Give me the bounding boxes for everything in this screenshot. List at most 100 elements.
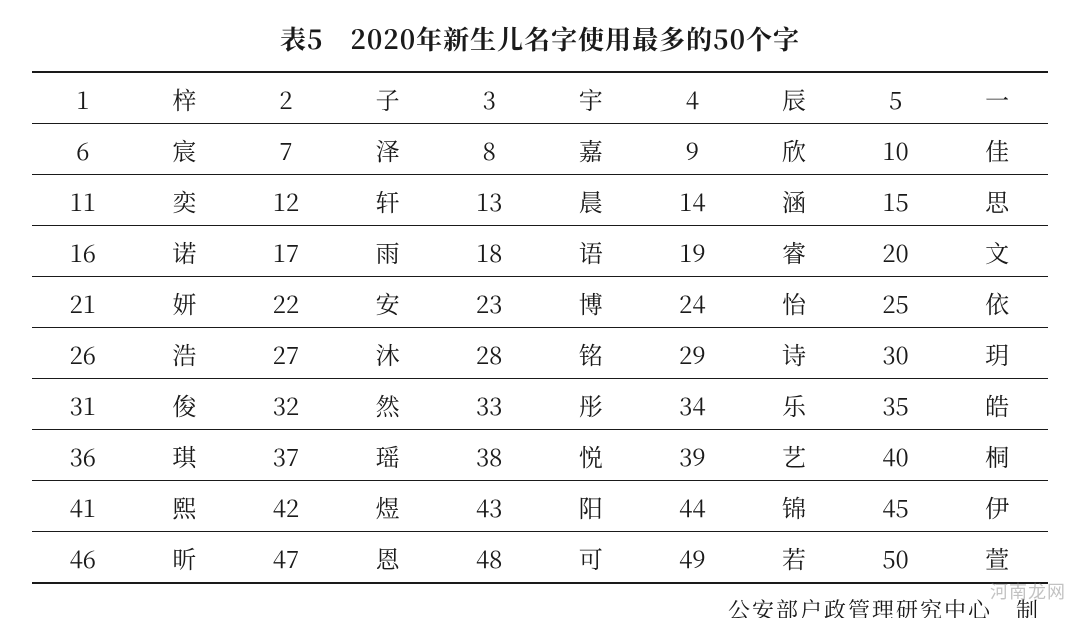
char-cell: 辰 [743,72,845,124]
rank-cell: 1 [32,72,134,124]
rank-cell: 49 [642,532,744,584]
char-cell: 伊 [946,481,1048,532]
char-cell: 宸 [134,124,236,175]
rank-cell: 4 [642,72,744,124]
char-cell: 瑶 [337,430,439,481]
rank-cell: 48 [438,532,540,584]
rank-cell: 42 [235,481,337,532]
rank-cell: 20 [845,226,947,277]
rank-cell: 27 [235,328,337,379]
char-cell: 泽 [337,124,439,175]
table-row: 36琪37瑶38悦39艺40桐 [32,430,1048,481]
rank-cell: 7 [235,124,337,175]
table-document: 表5 2020年新生儿名字使用最多的50个字 1梓2子3宇4辰5一6宸7泽8嘉9… [0,0,1080,618]
rank-cell: 30 [845,328,947,379]
char-cell: 然 [337,379,439,430]
rank-cell: 35 [845,379,947,430]
char-cell: 熙 [134,481,236,532]
rank-cell: 46 [32,532,134,584]
char-cell: 玥 [946,328,1048,379]
table-row: 16诺17雨18语19睿20文 [32,226,1048,277]
rank-cell: 3 [438,72,540,124]
rank-cell: 40 [845,430,947,481]
rank-cell: 25 [845,277,947,328]
rank-cell: 45 [845,481,947,532]
char-cell: 宇 [540,72,642,124]
rank-cell: 12 [235,175,337,226]
char-cell: 嘉 [540,124,642,175]
table-row: 1梓2子3宇4辰5一 [32,72,1048,124]
table-title: 表5 2020年新生儿名字使用最多的50个字 [32,20,1048,57]
rank-cell: 2 [235,72,337,124]
rank-cell: 24 [642,277,744,328]
table-row: 31俊32然33彤34乐35皓 [32,379,1048,430]
char-cell: 铭 [540,328,642,379]
rank-cell: 29 [642,328,744,379]
rank-cell: 16 [32,226,134,277]
rank-cell: 11 [32,175,134,226]
rank-cell: 28 [438,328,540,379]
char-cell: 怡 [743,277,845,328]
char-cell: 皓 [946,379,1048,430]
char-cell: 阳 [540,481,642,532]
char-cell: 煜 [337,481,439,532]
char-cell: 彤 [540,379,642,430]
rank-cell: 32 [235,379,337,430]
char-cell: 俊 [134,379,236,430]
char-cell: 奕 [134,175,236,226]
rank-cell: 10 [845,124,947,175]
table-row: 46昕47恩48可49若50萱 [32,532,1048,584]
characters-table: 1梓2子3宇4辰5一6宸7泽8嘉9欣10佳11奕12轩13晨14涵15思16诺1… [32,71,1048,584]
char-cell: 浩 [134,328,236,379]
rank-cell: 19 [642,226,744,277]
char-cell: 萱 [946,532,1048,584]
char-cell: 诺 [134,226,236,277]
char-cell: 语 [540,226,642,277]
char-cell: 艺 [743,430,845,481]
char-cell: 欣 [743,124,845,175]
rank-cell: 44 [642,481,744,532]
rank-cell: 23 [438,277,540,328]
char-cell: 睿 [743,226,845,277]
rank-cell: 18 [438,226,540,277]
char-cell: 锦 [743,481,845,532]
rank-cell: 17 [235,226,337,277]
char-cell: 诗 [743,328,845,379]
rank-cell: 43 [438,481,540,532]
char-cell: 雨 [337,226,439,277]
rank-cell: 31 [32,379,134,430]
char-cell: 昕 [134,532,236,584]
rank-cell: 14 [642,175,744,226]
rank-cell: 8 [438,124,540,175]
char-cell: 思 [946,175,1048,226]
rank-cell: 5 [845,72,947,124]
rank-cell: 21 [32,277,134,328]
rank-cell: 9 [642,124,744,175]
rank-cell: 22 [235,277,337,328]
table-row: 21妍22安23博24怡25依 [32,277,1048,328]
rank-cell: 26 [32,328,134,379]
table-row: 26浩27沐28铭29诗30玥 [32,328,1048,379]
table-row: 11奕12轩13晨14涵15思 [32,175,1048,226]
char-cell: 文 [946,226,1048,277]
char-cell: 悦 [540,430,642,481]
rank-cell: 33 [438,379,540,430]
source-credit: 公安部户政管理研究中心 制 [32,594,1048,618]
char-cell: 乐 [743,379,845,430]
rank-cell: 36 [32,430,134,481]
char-cell: 安 [337,277,439,328]
table-row: 6宸7泽8嘉9欣10佳 [32,124,1048,175]
rank-cell: 15 [845,175,947,226]
rank-cell: 34 [642,379,744,430]
rank-cell: 6 [32,124,134,175]
rank-cell: 50 [845,532,947,584]
char-cell: 晨 [540,175,642,226]
rank-cell: 47 [235,532,337,584]
rank-cell: 38 [438,430,540,481]
char-cell: 涵 [743,175,845,226]
char-cell: 子 [337,72,439,124]
char-cell: 妍 [134,277,236,328]
char-cell: 恩 [337,532,439,584]
char-cell: 梓 [134,72,236,124]
rank-cell: 39 [642,430,744,481]
